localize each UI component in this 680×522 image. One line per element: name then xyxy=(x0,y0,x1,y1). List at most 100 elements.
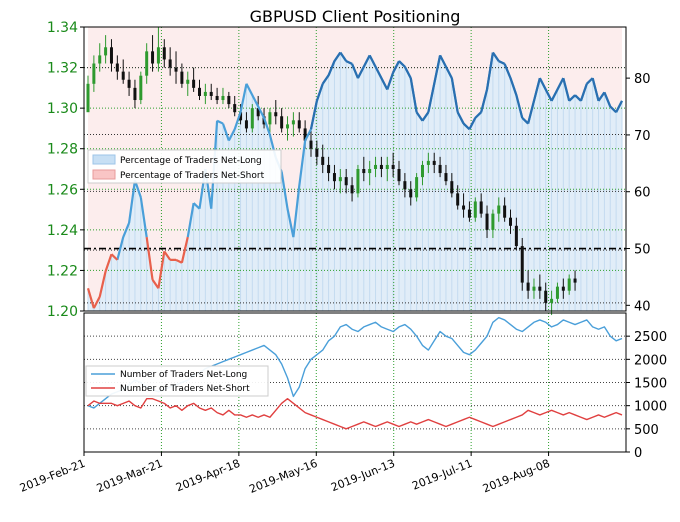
price-candle-body xyxy=(520,246,524,283)
price-candle-body xyxy=(139,75,143,101)
y-right-tick-label: 40 xyxy=(634,299,651,314)
price-candle-body xyxy=(121,71,125,80)
price-candle-body xyxy=(573,278,577,283)
price-candle-body xyxy=(479,201,483,214)
price-candle-body xyxy=(485,213,489,230)
price-candle-body xyxy=(432,160,436,165)
y-right-tick-label: 70 xyxy=(634,129,651,144)
legend-swatch-net-long-pct xyxy=(92,154,116,165)
legend-label-net-long-pct: Percentage of Traders Net-Long xyxy=(120,156,262,166)
chart-title: GBPUSD Client Positioning xyxy=(250,7,461,26)
price-candle-body xyxy=(233,104,237,113)
price-candle-body xyxy=(514,225,518,247)
price-candle-body xyxy=(186,79,190,84)
price-candle-body xyxy=(368,169,372,174)
x-tick-label: 2019-Jun-13 xyxy=(329,457,397,494)
price-candle-body xyxy=(409,189,413,198)
price-candle-body xyxy=(467,209,471,218)
price-candle-body xyxy=(509,217,513,226)
price-candle-body xyxy=(362,169,366,174)
price-candle-body xyxy=(203,91,207,96)
net-long-pct-area xyxy=(88,52,622,312)
legend-top: Percentage of Traders Net-Long Percentag… xyxy=(87,149,282,184)
price-candle-body xyxy=(104,47,108,56)
y-right-tick-label: 60 xyxy=(634,186,651,201)
price-candle-body xyxy=(420,164,424,178)
price-candle-body xyxy=(180,71,184,84)
y-right-tick-label: 50 xyxy=(634,243,651,258)
y-left-tick-label: 1.32 xyxy=(47,61,78,77)
price-candle-body xyxy=(379,164,383,169)
price-candle-body xyxy=(303,128,307,141)
y-left-tick-label: 1.24 xyxy=(47,223,78,239)
legend-bottom-frame xyxy=(85,365,269,397)
y-left-tick-label: 1.26 xyxy=(47,182,78,198)
price-candle-body xyxy=(426,160,430,165)
x-tick-label: 2019-Apr-18 xyxy=(174,457,242,495)
y-left-tick-label: 1.28 xyxy=(47,142,78,158)
price-candle-body xyxy=(274,112,278,117)
price-candle-body xyxy=(92,63,96,84)
price-candle-body xyxy=(221,95,225,101)
price-candle-body xyxy=(127,79,131,88)
x-tick-label: 2019-Mar-21 xyxy=(95,457,165,495)
y-count-tick-label: 1000 xyxy=(634,400,667,415)
y-left-tick-label: 1.30 xyxy=(47,101,78,117)
price-candle-body xyxy=(356,169,360,194)
price-candle-body xyxy=(297,120,301,129)
price-candle-body xyxy=(450,181,454,194)
price-candle-body xyxy=(532,286,536,291)
price-candle-body xyxy=(286,124,290,129)
price-candle-body xyxy=(397,169,401,182)
y-right-tick-label: 80 xyxy=(634,72,651,87)
price-candle-body xyxy=(462,205,466,210)
price-candle-body xyxy=(145,51,149,76)
price-candle-body xyxy=(385,164,389,169)
legend-top-frame xyxy=(87,149,282,184)
price-candle-body xyxy=(115,63,119,72)
price-candle-body xyxy=(280,116,284,129)
price-candle-body xyxy=(374,164,378,169)
net-long-pct-line-dark xyxy=(309,51,623,131)
price-candle-body xyxy=(391,164,395,169)
price-candle-body xyxy=(174,67,178,72)
y-count-tick-label: 1500 xyxy=(634,377,667,392)
x-tick-label: 2019-Jul-11 xyxy=(410,457,474,493)
price-candle-body xyxy=(227,95,231,105)
price-candle-body xyxy=(268,112,272,125)
price-candle-body xyxy=(526,282,530,291)
price-candle-body xyxy=(503,205,507,218)
y-count-tick-label: 2500 xyxy=(634,330,667,345)
price-candle-body xyxy=(239,112,243,121)
y-left-tick-label: 1.20 xyxy=(47,304,78,320)
legend-label-net-short-pct: Percentage of Traders Net-Short xyxy=(120,171,265,181)
price-candle-body xyxy=(321,156,325,165)
price-candle-body xyxy=(197,87,201,96)
price-candle-body xyxy=(162,47,166,60)
price-candle-body xyxy=(415,177,419,198)
price-candle-body xyxy=(250,108,254,129)
price-candle-body xyxy=(309,140,313,149)
price-candle-body xyxy=(109,47,113,64)
price-candle-body xyxy=(473,201,477,218)
price-candle-body xyxy=(151,51,155,64)
price-candle-body xyxy=(456,193,460,206)
price-candle-body xyxy=(98,55,102,64)
price-candle-body xyxy=(332,173,336,182)
price-candle-body xyxy=(497,205,501,214)
price-candle-body xyxy=(561,286,565,291)
price-candle-body xyxy=(256,108,260,117)
legend-label-net-short-count: Number of Traders Net-Short xyxy=(120,384,250,394)
net-short-count-line xyxy=(87,398,623,430)
y-left-tick-label: 1.22 xyxy=(47,263,78,279)
net-long-pct-line-red xyxy=(86,236,189,309)
price-candle-body xyxy=(538,286,542,291)
y-count-tick-label: 0 xyxy=(634,446,642,461)
x-tick-label: 2019-Aug-08 xyxy=(481,457,552,496)
price-candle-body xyxy=(444,173,448,182)
legend-swatch-net-short-pct xyxy=(92,169,116,180)
price-candle-body xyxy=(567,278,571,291)
price-candle-body xyxy=(315,148,319,157)
